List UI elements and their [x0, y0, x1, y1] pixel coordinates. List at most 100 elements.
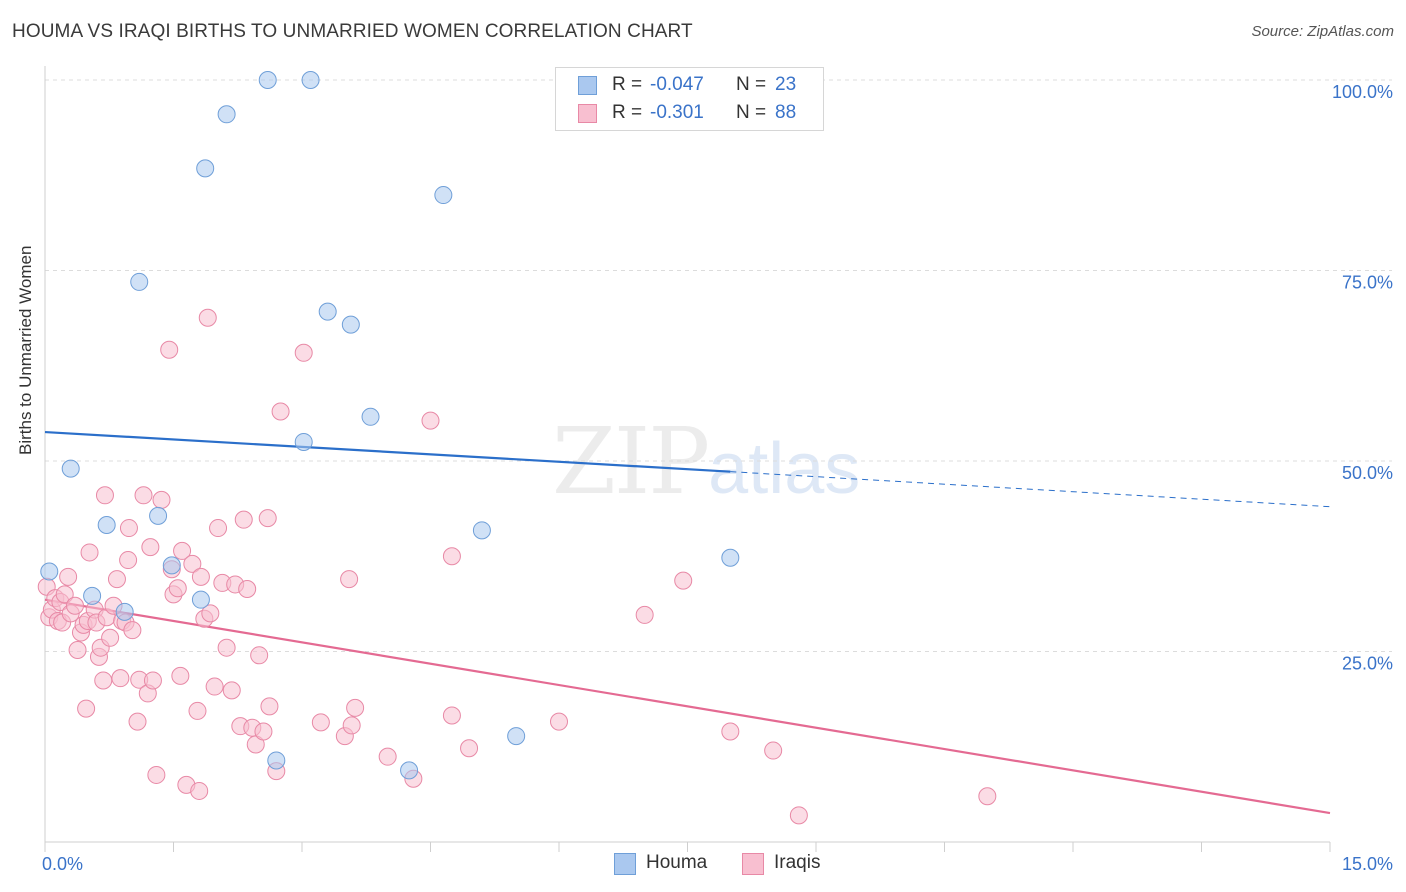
trend-line-iraqis — [44, 598, 1331, 815]
data-point-houma — [149, 506, 168, 525]
y-tick-label: 25.0% — [1342, 654, 1393, 674]
data-point-iraqis — [294, 343, 313, 362]
data-point-iraqis — [94, 671, 113, 690]
legend-swatch-houma — [578, 76, 597, 95]
data-point-iraqis — [119, 519, 138, 538]
legend-r-label: R = — [612, 102, 643, 123]
trend-lines — [44, 430, 1331, 815]
trend-line-houma — [44, 430, 731, 473]
data-point-houma — [301, 71, 320, 89]
grid-lines — [45, 79, 1392, 652]
data-point-iraqis — [95, 486, 114, 505]
data-point-houma — [721, 548, 740, 567]
data-point-houma — [40, 562, 59, 581]
data-point-iraqis — [217, 638, 236, 657]
data-point-houma — [361, 407, 380, 426]
data-point-iraqis — [635, 605, 654, 624]
stats-legend: R = -0.047 N = 23 R = -0.301 N = 88 — [555, 67, 824, 131]
data-point-iraqis — [160, 340, 179, 359]
data-point-houma — [434, 186, 453, 205]
legend-n-label: N = — [736, 74, 767, 95]
legend-n-value: 88 — [775, 102, 797, 123]
data-point-iraqis — [201, 604, 220, 623]
data-point-iraqis — [311, 713, 330, 732]
data-point-houma — [97, 516, 116, 535]
data-point-iraqis — [173, 541, 192, 560]
data-point-iraqis — [171, 666, 190, 685]
bottom-legend-label-houma: Houma — [646, 852, 708, 873]
data-point-iraqis — [250, 646, 269, 665]
data-point-iraqis — [134, 486, 153, 505]
data-point-iraqis — [101, 628, 120, 647]
data-points — [37, 71, 997, 825]
data-point-houma — [196, 159, 215, 178]
bottom-legend-label-iraqis: Iraqis — [774, 852, 821, 873]
data-point-houma — [267, 751, 286, 770]
data-point-houma — [162, 556, 181, 575]
data-point-iraqis — [123, 621, 142, 640]
data-point-iraqis — [460, 739, 479, 758]
data-point-iraqis — [978, 787, 997, 806]
y-tick-label: 75.0% — [1342, 273, 1393, 293]
y-tick-label: 100.0% — [1332, 82, 1393, 102]
data-point-iraqis — [119, 551, 138, 570]
data-point-iraqis — [128, 712, 147, 731]
legend-n-label: N = — [736, 102, 767, 123]
legend-n-value: 23 — [775, 74, 797, 95]
data-point-iraqis — [190, 781, 209, 800]
data-point-iraqis — [421, 411, 440, 430]
data-point-houma — [294, 432, 313, 451]
data-point-iraqis — [205, 677, 224, 696]
y-axis-label: Births to Unmarried Women — [16, 245, 35, 455]
data-point-houma — [258, 71, 277, 89]
data-point-iraqis — [340, 570, 359, 589]
data-point-iraqis — [209, 519, 228, 538]
data-point-iraqis — [342, 716, 361, 735]
data-point-iraqis — [764, 741, 783, 760]
data-point-iraqis — [721, 722, 740, 741]
data-point-iraqis — [254, 722, 273, 741]
data-point-iraqis — [59, 567, 78, 586]
data-point-iraqis — [77, 699, 96, 718]
data-point-iraqis — [258, 509, 277, 528]
data-point-houma — [318, 302, 337, 321]
data-point-iraqis — [550, 712, 568, 731]
trend-line-extension-houma — [730, 471, 1331, 508]
watermark-atlas: atlas — [708, 429, 861, 509]
data-point-iraqis — [143, 671, 162, 690]
data-point-iraqis — [271, 402, 290, 421]
data-point-iraqis — [442, 547, 461, 566]
bottom-legend-swatch-iraqis — [742, 853, 764, 875]
data-point-houma — [115, 602, 134, 621]
data-point-iraqis — [55, 585, 74, 604]
x-tick-label: 15.0% — [1342, 854, 1393, 874]
legend-swatch-iraqis — [578, 104, 597, 123]
data-point-iraqis — [147, 765, 166, 784]
x-tick-label: 0.0% — [42, 854, 83, 874]
data-point-iraqis — [68, 640, 87, 659]
data-point-houma — [130, 272, 149, 291]
data-point-iraqis — [222, 681, 241, 700]
data-point-houma — [341, 315, 360, 334]
data-point-iraqis — [183, 554, 202, 573]
data-point-houma — [507, 727, 526, 746]
chart-title: HOUMA VS IRAQI BIRTHS TO UNMARRIED WOMEN… — [12, 21, 693, 42]
data-point-houma — [61, 459, 80, 478]
data-point-iraqis — [238, 580, 257, 599]
data-point-iraqis — [141, 538, 160, 557]
data-point-iraqis — [789, 806, 808, 825]
data-point-iraqis — [442, 706, 461, 725]
data-point-iraqis — [111, 669, 130, 688]
data-point-iraqis — [378, 747, 397, 766]
data-point-iraqis — [198, 308, 217, 327]
data-point-houma — [217, 105, 236, 124]
legend-r-value: -0.047 — [650, 74, 704, 95]
data-point-iraqis — [260, 697, 279, 716]
axes — [44, 66, 1331, 852]
watermark: ZIPatlas — [552, 408, 860, 515]
y-tick-label: 50.0% — [1342, 463, 1393, 483]
data-point-iraqis — [346, 698, 365, 717]
data-point-houma — [83, 586, 102, 605]
source-credit: Source: ZipAtlas.com — [1251, 23, 1394, 40]
